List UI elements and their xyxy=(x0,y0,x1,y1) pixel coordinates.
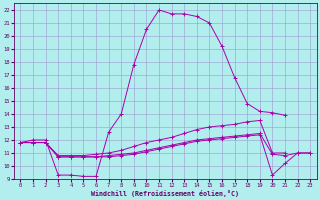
X-axis label: Windchill (Refroidissement éolien,°C): Windchill (Refroidissement éolien,°C) xyxy=(91,190,239,197)
